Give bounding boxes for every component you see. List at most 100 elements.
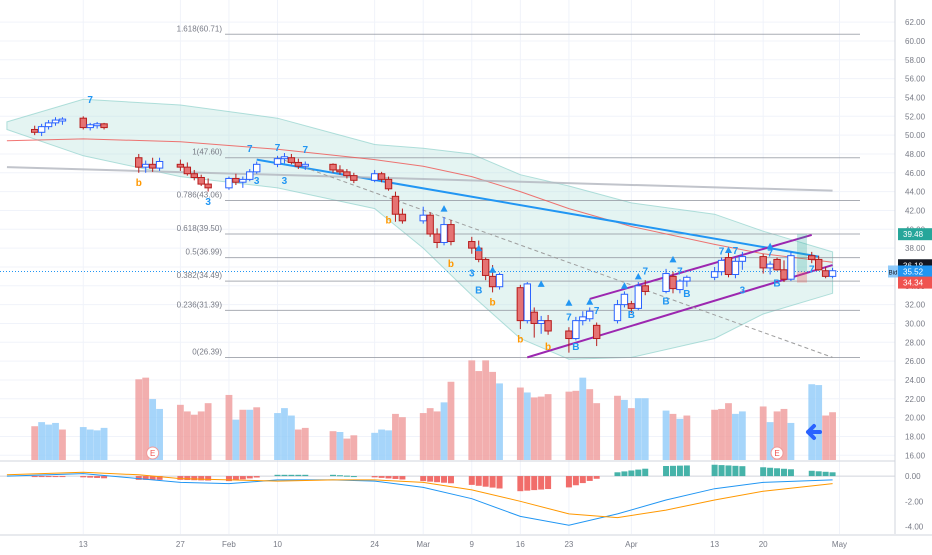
volume-bar bbox=[621, 399, 628, 460]
candle-body bbox=[155, 160, 164, 169]
y-axis-tick-label: 50.00 bbox=[905, 131, 926, 140]
volume-bar bbox=[676, 418, 684, 460]
earnings-marker-label: E bbox=[774, 449, 779, 458]
macd-histogram-bar bbox=[524, 476, 531, 491]
macd-histogram-bar bbox=[149, 476, 156, 480]
x-axis-tick-label: Feb bbox=[222, 540, 236, 549]
y-axis-tick-label: 56.00 bbox=[905, 75, 926, 84]
macd-histogram-bar bbox=[302, 474, 309, 477]
candle-body bbox=[440, 224, 448, 243]
macd-histogram-bar bbox=[392, 476, 399, 479]
macd-histogram-bar bbox=[385, 476, 392, 479]
volume-bar bbox=[371, 432, 379, 460]
y-axis-tick-label: 54.00 bbox=[905, 93, 926, 102]
y-axis-tick-label: 58.00 bbox=[905, 56, 926, 65]
macd-histogram-bar bbox=[732, 465, 739, 477]
macd-histogram-bar bbox=[565, 476, 572, 488]
volume-bar bbox=[489, 371, 496, 460]
y-axis-tick-label: 60.00 bbox=[905, 37, 926, 46]
macd-histogram-bar bbox=[760, 467, 767, 477]
x-axis-tick-label: 13 bbox=[79, 540, 88, 549]
candle-body bbox=[350, 175, 358, 181]
candle-layer bbox=[30, 116, 837, 353]
macd-histogram-bar bbox=[225, 476, 232, 482]
volume-bar bbox=[378, 429, 385, 460]
td-arrow-up-icon bbox=[766, 242, 774, 250]
td-arrow-up-icon bbox=[634, 272, 642, 280]
td-count-label: 3 bbox=[469, 268, 475, 279]
macd-histogram-bar bbox=[205, 476, 212, 481]
macd-histogram-bar bbox=[399, 476, 406, 480]
volume-bar bbox=[614, 395, 621, 460]
y-axis-tick-label: 24.00 bbox=[905, 376, 926, 385]
volume-bar bbox=[204, 403, 212, 460]
macd-histogram-bar bbox=[489, 476, 496, 488]
earnings-marker-label: E bbox=[150, 449, 155, 458]
macd-signal-line bbox=[6, 471, 833, 519]
macd-histogram-bar bbox=[628, 470, 635, 477]
candle-body bbox=[246, 171, 254, 180]
td-arrow-up-icon bbox=[620, 282, 628, 289]
macd-histogram-bar bbox=[232, 476, 239, 481]
candle-body bbox=[766, 263, 774, 269]
volume-bar bbox=[239, 409, 247, 460]
x-axis-tick-label: 13 bbox=[710, 540, 719, 549]
candle-body bbox=[204, 183, 212, 189]
candle-body bbox=[773, 258, 781, 271]
td-arrow-up-icon bbox=[565, 299, 573, 306]
candle-body bbox=[641, 285, 649, 292]
volume-bar bbox=[641, 398, 649, 460]
td-arrow-up-icon bbox=[724, 246, 732, 254]
volume-bar bbox=[176, 404, 184, 460]
macd-histogram-bar bbox=[815, 471, 822, 477]
y-axis-tick-label: 38.00 bbox=[905, 244, 926, 253]
macd-histogram-bar bbox=[350, 476, 357, 478]
volume-bar bbox=[565, 391, 573, 460]
price-tag bbox=[898, 228, 932, 241]
volume-bar bbox=[426, 408, 434, 460]
macd-histogram-bar bbox=[371, 476, 378, 478]
volume-bar bbox=[516, 387, 524, 460]
macd-histogram-bar bbox=[545, 476, 552, 490]
macd-histogram-bar bbox=[642, 468, 649, 477]
macd-histogram-bar bbox=[441, 476, 448, 483]
price-tag-label: 35.52 bbox=[903, 267, 924, 276]
x-axis-tick-label: 10 bbox=[273, 540, 282, 549]
macd-histogram-bar bbox=[725, 465, 732, 477]
macd-histogram-bar bbox=[31, 476, 38, 478]
candle-body bbox=[44, 122, 53, 128]
volume-bar bbox=[544, 394, 552, 460]
candle-body bbox=[30, 128, 39, 133]
candle-body bbox=[523, 283, 531, 322]
macd-histogram-bar bbox=[336, 475, 343, 477]
candle-body bbox=[176, 163, 185, 168]
arrow-left-icon bbox=[806, 424, 822, 440]
macd-histogram-bar bbox=[475, 476, 482, 486]
candle-body bbox=[253, 163, 261, 173]
macd-axis-tick-label: 0.00 bbox=[905, 472, 921, 481]
candle-body bbox=[572, 320, 580, 340]
volume-bar bbox=[31, 426, 39, 460]
x-axis-tick-label: 27 bbox=[176, 540, 185, 549]
macd-histogram-bar bbox=[586, 476, 593, 481]
candle-body bbox=[495, 273, 504, 288]
fib-level-label: 0.618(39.50) bbox=[177, 224, 223, 233]
macd-histogram-bar bbox=[420, 476, 427, 482]
candle-body bbox=[93, 123, 101, 127]
td-arrow-up-icon bbox=[440, 205, 448, 212]
fib-level-label: 1.618(60.71) bbox=[177, 24, 223, 33]
volume-bar bbox=[79, 427, 87, 460]
candle-body bbox=[336, 169, 344, 173]
macd-histogram-bar bbox=[787, 469, 794, 477]
y-axis-tick-label: 62.00 bbox=[905, 18, 926, 27]
volume-bar bbox=[281, 408, 288, 460]
volume-bar bbox=[732, 413, 739, 460]
volume-bar bbox=[725, 403, 732, 460]
td-count-label: B bbox=[683, 289, 690, 300]
candle-body bbox=[634, 285, 642, 309]
earnings-marker bbox=[770, 446, 784, 460]
y-axis-tick-label: 28.00 bbox=[905, 338, 926, 347]
volume-bar bbox=[433, 411, 441, 460]
